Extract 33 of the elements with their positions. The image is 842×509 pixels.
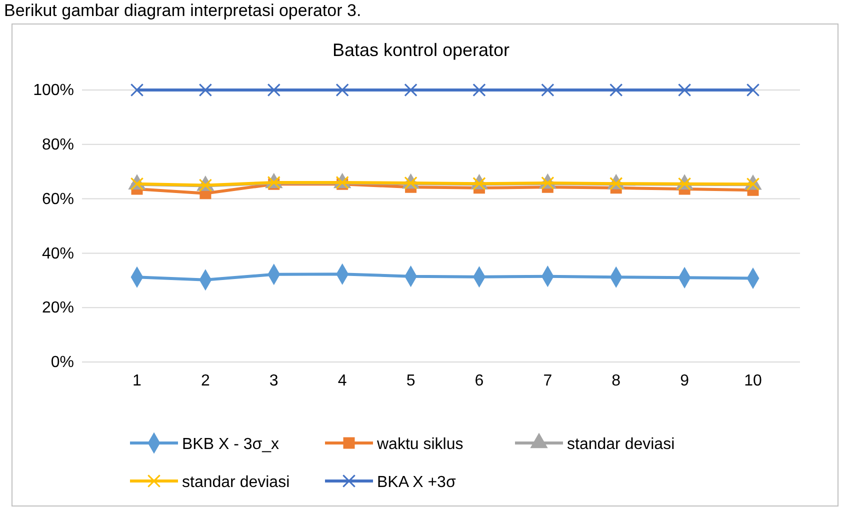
point	[609, 83, 623, 97]
x-tick-label: 1	[132, 372, 142, 390]
point	[130, 83, 144, 97]
point	[541, 83, 554, 97]
legend-label: standar deviasi	[567, 436, 675, 453]
legend-label: waktu siklus	[376, 436, 464, 453]
legend-label: BKB X - 3σ_x	[182, 436, 280, 453]
x-tick-label: 7	[543, 372, 552, 390]
x-tick-label: 6	[474, 372, 484, 390]
y-tick-label: 20%	[42, 300, 74, 317]
y-tick-label: 60%	[42, 190, 74, 208]
legend-label: standar deviasi	[182, 474, 290, 491]
x-tick-label: 9	[680, 372, 690, 390]
y-tick-label: 0%	[50, 354, 74, 372]
x-tick-label: 4	[338, 372, 347, 390]
legend-label: BKA X +3σ	[377, 474, 456, 491]
x-tick-label: 3	[269, 372, 278, 390]
point	[746, 83, 760, 97]
y-tick-label: 100%	[33, 82, 74, 100]
point	[404, 83, 418, 97]
x-tick-label: 2	[200, 372, 210, 390]
point	[336, 83, 349, 97]
point	[267, 83, 281, 97]
x-tick-label: 5	[406, 372, 416, 390]
y-tick-label: 40%	[42, 245, 74, 262]
chart-title: Batas kontrol operator	[332, 40, 510, 60]
point	[678, 83, 692, 97]
y-tick-label: 80%	[42, 136, 74, 154]
point	[472, 83, 486, 97]
x-tick-label: 8	[612, 372, 621, 390]
text: Berikut gambar diagram interpretasi operator 3.	[4, 1, 362, 20]
x-tick-label: 10	[744, 372, 762, 390]
point	[198, 83, 212, 97]
